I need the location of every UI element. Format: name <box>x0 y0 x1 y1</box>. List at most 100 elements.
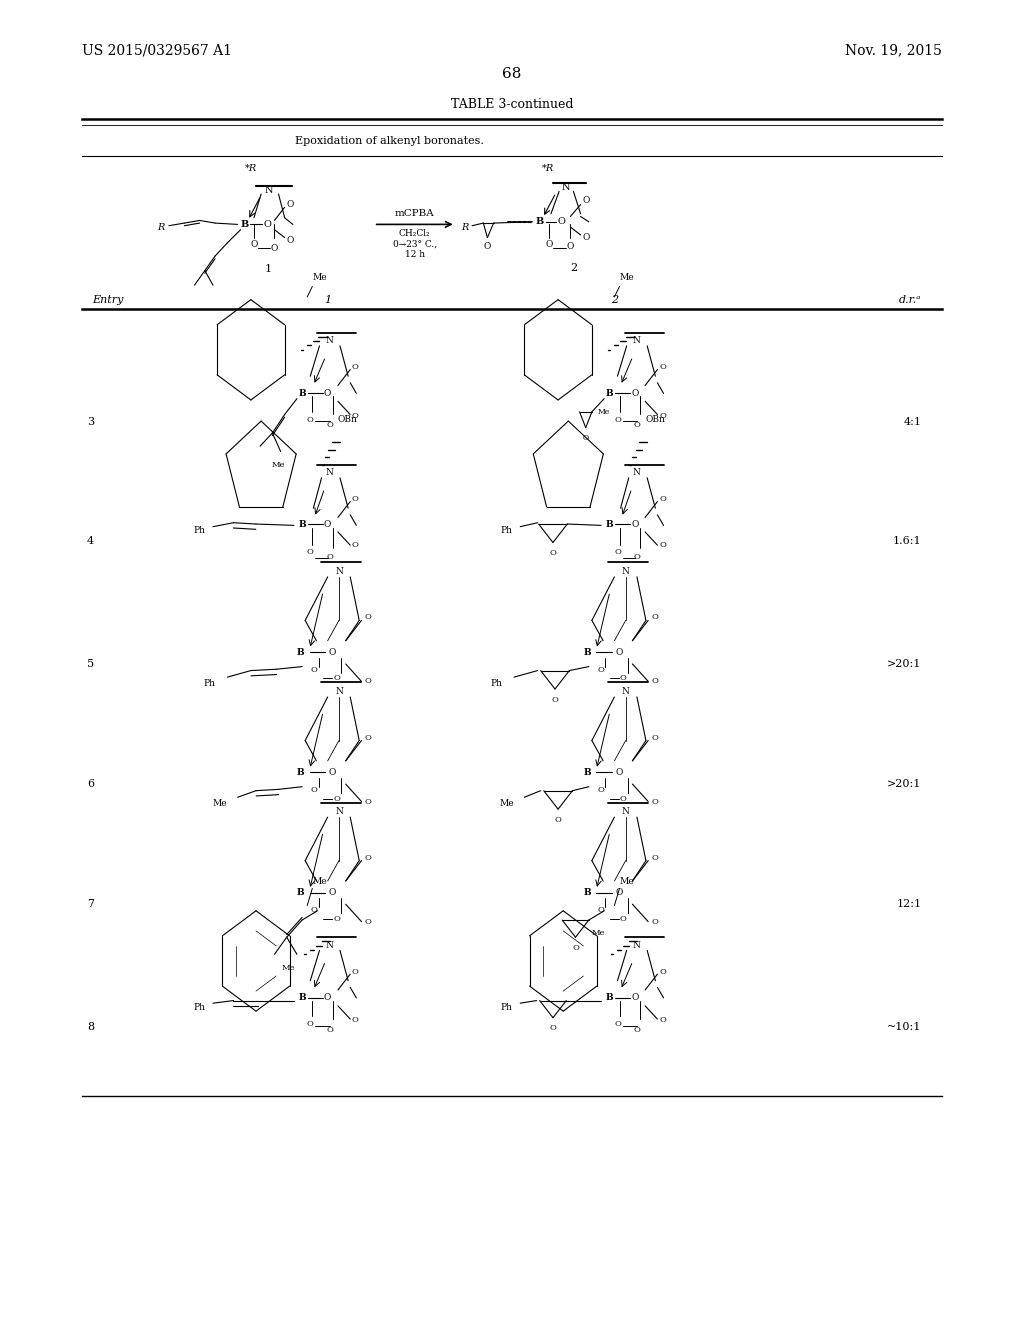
Text: O: O <box>572 944 579 952</box>
Text: Me: Me <box>620 273 634 281</box>
Text: O: O <box>651 734 658 742</box>
Text: N: N <box>335 686 343 696</box>
Text: O: O <box>333 675 340 682</box>
Text: O: O <box>550 549 556 557</box>
Text: R: R <box>461 223 469 231</box>
Text: O: O <box>352 495 358 503</box>
Text: mCPBA: mCPBA <box>395 210 434 218</box>
Text: Epoxidation of alkenyl boronates.: Epoxidation of alkenyl boronates. <box>295 136 483 147</box>
Text: B: B <box>605 520 613 528</box>
Text: N: N <box>326 941 334 949</box>
Text: Me: Me <box>312 878 327 886</box>
Text: *R: *R <box>542 165 554 173</box>
Text: Me: Me <box>592 929 605 937</box>
Text: O: O <box>352 363 358 371</box>
Text: 1: 1 <box>265 264 271 275</box>
Text: B: B <box>584 648 591 657</box>
Text: N: N <box>326 337 334 345</box>
Text: B: B <box>298 389 306 397</box>
Text: O: O <box>614 1020 621 1028</box>
Text: B: B <box>605 389 613 397</box>
Text: B: B <box>605 994 613 1002</box>
Text: O: O <box>620 915 627 923</box>
Text: OBn: OBn <box>645 416 665 424</box>
Text: O: O <box>310 665 317 673</box>
Text: Me: Me <box>213 800 227 808</box>
Text: Ph: Ph <box>501 527 513 535</box>
Text: O: O <box>597 906 604 913</box>
Text: O: O <box>352 412 358 420</box>
Text: O: O <box>329 888 336 898</box>
Text: N: N <box>622 686 630 696</box>
Text: Me: Me <box>620 878 634 886</box>
Text: O: O <box>545 240 553 248</box>
Text: O: O <box>307 1020 313 1028</box>
Text: O: O <box>582 234 590 242</box>
Text: O: O <box>327 1026 333 1034</box>
Text: O: O <box>659 363 666 371</box>
Text: 12 h: 12 h <box>404 251 425 259</box>
Text: B: B <box>584 888 591 898</box>
Text: O: O <box>659 1016 666 1024</box>
Text: O: O <box>651 677 658 685</box>
Text: Nov. 19, 2015: Nov. 19, 2015 <box>845 44 942 57</box>
Text: O: O <box>631 994 639 1002</box>
Text: B: B <box>297 888 304 898</box>
Text: O: O <box>307 548 313 556</box>
Text: O: O <box>615 648 623 657</box>
Text: US 2015/0329567 A1: US 2015/0329567 A1 <box>82 44 231 57</box>
Text: O: O <box>310 785 317 793</box>
Text: O: O <box>659 968 666 975</box>
Text: TABLE 3-continued: TABLE 3-continued <box>451 98 573 111</box>
Text: O: O <box>365 734 372 742</box>
Text: O: O <box>634 1026 640 1034</box>
Text: 2: 2 <box>570 263 577 273</box>
Text: Me: Me <box>271 461 286 469</box>
Text: ~10:1: ~10:1 <box>887 1022 922 1032</box>
Text: B: B <box>298 994 306 1002</box>
Text: O: O <box>651 797 658 805</box>
Text: O: O <box>365 614 372 622</box>
Text: Me: Me <box>312 273 327 281</box>
Text: Me: Me <box>598 408 610 416</box>
Text: O: O <box>555 816 561 824</box>
Text: Me: Me <box>282 964 296 972</box>
Text: O: O <box>659 495 666 503</box>
Text: O: O <box>365 797 372 805</box>
Text: O: O <box>550 1024 556 1032</box>
Text: 8: 8 <box>87 1022 94 1032</box>
Text: O: O <box>615 888 623 898</box>
Text: O: O <box>352 968 358 975</box>
Text: O: O <box>651 917 658 925</box>
Text: O: O <box>651 854 658 862</box>
Text: O: O <box>557 218 565 226</box>
Text: O: O <box>634 553 640 561</box>
Text: d.r.ᵃ: d.r.ᵃ <box>899 294 922 305</box>
Text: O: O <box>597 665 604 673</box>
Text: Ph: Ph <box>490 680 503 688</box>
Text: 6: 6 <box>87 779 94 789</box>
Text: 1: 1 <box>325 294 331 305</box>
Text: Ph: Ph <box>501 1003 513 1011</box>
Text: O: O <box>365 854 372 862</box>
Text: O: O <box>614 416 621 424</box>
Text: O: O <box>263 220 271 228</box>
Text: O: O <box>651 614 658 622</box>
Text: O: O <box>365 917 372 925</box>
Text: B: B <box>297 648 304 657</box>
Text: O: O <box>324 520 332 528</box>
Text: O: O <box>333 915 340 923</box>
Text: O: O <box>597 785 604 793</box>
Text: O: O <box>620 795 627 803</box>
Text: N: N <box>622 807 630 816</box>
Text: O: O <box>329 648 336 657</box>
Text: N: N <box>335 807 343 816</box>
Text: O: O <box>310 906 317 913</box>
Text: N: N <box>622 566 630 576</box>
Text: N: N <box>633 469 641 477</box>
Text: Ph: Ph <box>194 527 206 535</box>
Text: O: O <box>583 434 589 442</box>
Text: 3: 3 <box>87 417 94 428</box>
Text: O: O <box>352 541 358 549</box>
Text: OBn: OBn <box>338 416 357 424</box>
